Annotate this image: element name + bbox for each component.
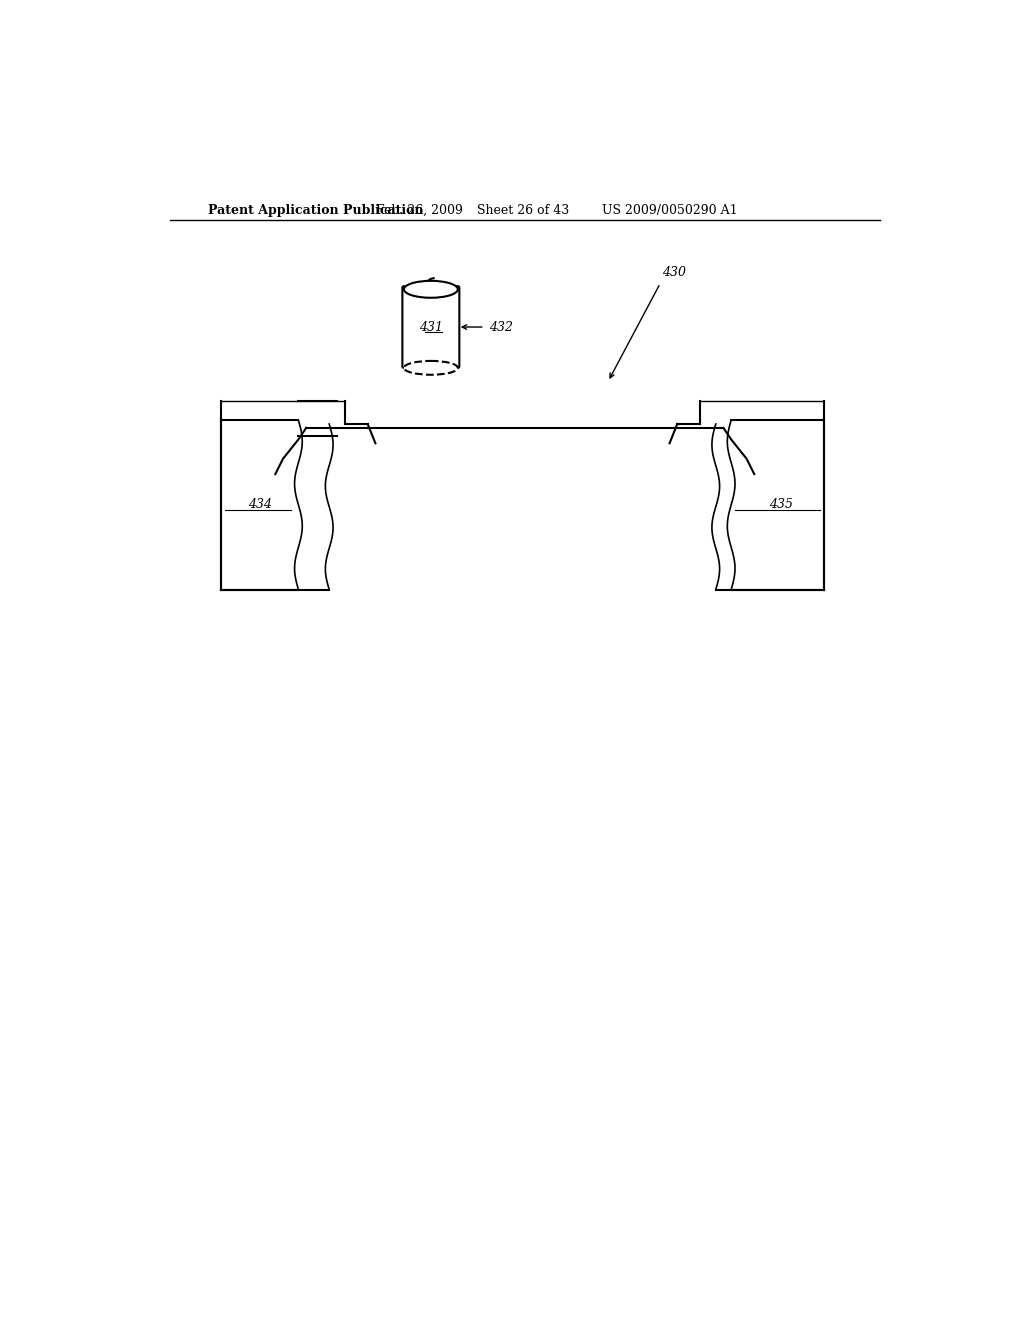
Text: 430: 430: [662, 265, 686, 279]
Ellipse shape: [403, 281, 458, 298]
FancyBboxPatch shape: [402, 286, 460, 368]
Text: US 2009/0050290 A1: US 2009/0050290 A1: [602, 205, 737, 218]
Text: Sheet 26 of 43: Sheet 26 of 43: [477, 205, 569, 218]
Ellipse shape: [403, 360, 458, 375]
Text: 434: 434: [248, 499, 272, 511]
Text: 435: 435: [769, 499, 794, 511]
Text: Feb. 26, 2009: Feb. 26, 2009: [376, 205, 463, 218]
Text: Patent Application Publication: Patent Application Publication: [208, 205, 423, 218]
Text: 432: 432: [488, 321, 513, 334]
Text: 431: 431: [419, 321, 442, 334]
